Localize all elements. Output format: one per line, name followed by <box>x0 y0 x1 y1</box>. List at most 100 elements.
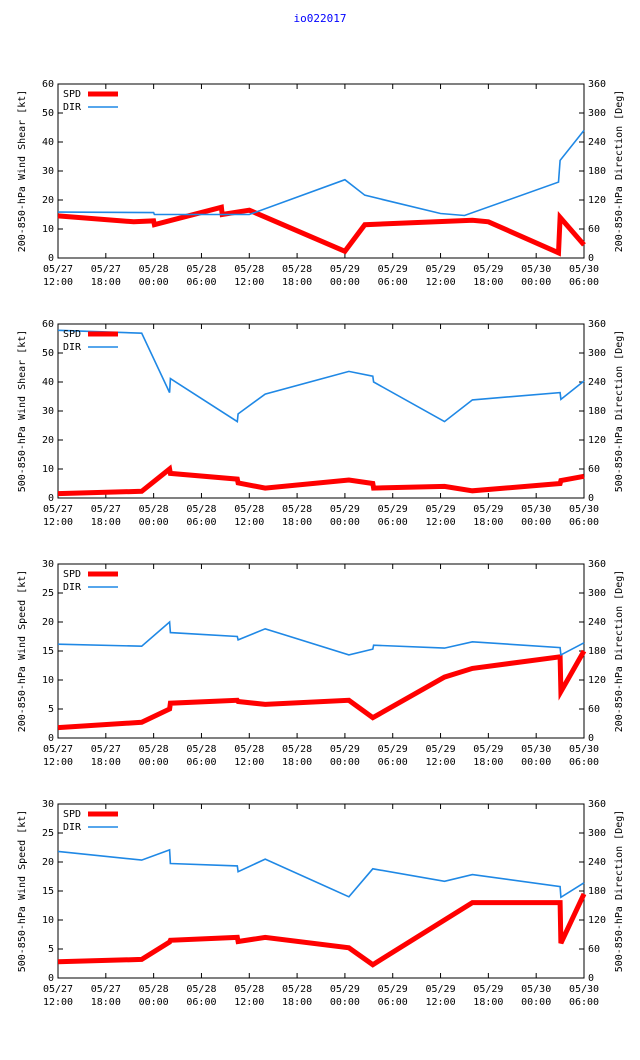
chart-4-xtick-date: 05/30 <box>569 984 599 995</box>
chart-2-xtick-time: 18:00 <box>91 517 121 528</box>
chart-1-ytick-label: 10 <box>42 224 54 235</box>
chart-4-xtick-date: 05/28 <box>139 984 169 995</box>
chart-1-y2tick-label: 300 <box>588 108 606 119</box>
chart-4-xtick-date: 05/28 <box>282 984 312 995</box>
chart-1-xtick-date: 05/29 <box>378 264 408 275</box>
chart-1-y2label: 200-850-hPa Direction [Deg] <box>614 90 625 253</box>
chart-3-xtick-time: 00:00 <box>139 757 169 768</box>
chart-4-xtick-date: 05/27 <box>43 984 73 995</box>
chart-1-xtick-date: 05/29 <box>425 264 455 275</box>
chart-4-legend-label-dir: DIR <box>63 822 82 833</box>
chart-3-legend-label-dir: DIR <box>63 582 82 593</box>
chart-1-xtick-date: 05/28 <box>234 264 264 275</box>
chart-3-y2tick-label: 120 <box>588 675 606 686</box>
chart-3-y2tick-label: 240 <box>588 617 606 628</box>
chart-3-ytick-label: 20 <box>42 617 54 628</box>
chart-4-dir-line <box>57 848 585 899</box>
chart-1-xtick-date: 05/30 <box>521 264 551 275</box>
chart-2-xtick-time: 12:00 <box>425 517 455 528</box>
chart-2-y2tick-label: 60 <box>588 464 600 475</box>
chart-1-xtick-time: 06:00 <box>378 277 408 288</box>
chart-4-y2tick-label: 180 <box>588 886 606 897</box>
chart-4-xtick-time: 18:00 <box>282 997 312 1008</box>
chart-3-xtick-date: 05/30 <box>569 744 599 755</box>
chart-3-xtick-date: 05/28 <box>234 744 264 755</box>
chart-2-ylabel: 500-850-hPa Wind Shear [kt] <box>17 330 28 493</box>
chart-3-xtick-time: 00:00 <box>521 757 551 768</box>
chart-3-xtick-date: 05/29 <box>425 744 455 755</box>
chart-3-xtick-date: 05/29 <box>330 744 360 755</box>
chart-2-legend-label-spd: SPD <box>63 329 81 340</box>
chart-3-ytick-label: 5 <box>48 704 54 715</box>
chart-1-legend-label-dir: DIR <box>63 102 82 113</box>
chart-1-xtick-date: 05/27 <box>43 264 73 275</box>
chart-1-xtick-date: 05/27 <box>91 264 121 275</box>
chart-2-spd-line <box>57 464 585 497</box>
chart-4-xtick-date: 05/29 <box>425 984 455 995</box>
chart-1-xtick-date: 05/29 <box>473 264 503 275</box>
chart-2-xtick-time: 00:00 <box>330 517 360 528</box>
chart-4-spd-line <box>57 892 587 968</box>
chart-4-ytick-label: 0 <box>48 973 54 984</box>
chart-4-xtick-date: 05/27 <box>91 984 121 995</box>
chart-2-y2tick-label: 180 <box>588 406 606 417</box>
chart-4-xtick-time: 12:00 <box>234 997 264 1008</box>
chart-2-xtick-date: 05/27 <box>91 504 121 515</box>
chart-2-xtick-date: 05/29 <box>473 504 503 515</box>
chart-3-ytick-label: 0 <box>48 733 54 744</box>
chart-4-frame <box>57 803 585 979</box>
chart-3-y2tick-label: 360 <box>588 559 606 570</box>
chart-3-legend-label-spd: SPD <box>63 569 81 580</box>
chart-2-ytick-label: 60 <box>42 319 54 330</box>
chart-4-xtick-time: 06:00 <box>186 997 216 1008</box>
chart-3-ytick-label: 25 <box>42 588 54 599</box>
chart-4-y2tick-label: 300 <box>588 828 606 839</box>
chart-4-ytick-label: 25 <box>42 828 54 839</box>
chart-4-xtick-date: 05/29 <box>378 984 408 995</box>
chart-1-xtick-time: 00:00 <box>330 277 360 288</box>
chart-1-xtick-date: 05/28 <box>139 264 169 275</box>
chart-1-xtick-date: 05/30 <box>569 264 599 275</box>
chart-4-xtick-time: 00:00 <box>330 997 360 1008</box>
chart-2-ytick-label: 0 <box>48 493 54 504</box>
chart-4-xtick-time: 06:00 <box>378 997 408 1008</box>
chart-1-xtick-time: 18:00 <box>282 277 312 288</box>
chart-1-xtick-time: 06:00 <box>569 277 599 288</box>
chart-3-ylabel: 200-850-hPa Wind Speed [kt] <box>17 570 28 733</box>
chart-2-xtick-time: 12:00 <box>43 517 73 528</box>
chart-3-xtick-time: 18:00 <box>473 757 503 768</box>
chart-2-xtick-date: 05/28 <box>186 504 216 515</box>
chart-2-legend-label-dir: DIR <box>63 342 82 353</box>
chart-2-y2tick-label: 300 <box>588 348 606 359</box>
chart-1-ytick-label: 20 <box>42 195 54 206</box>
chart-1-dir-line <box>57 129 585 217</box>
chart-2-xtick-time: 12:00 <box>234 517 264 528</box>
chart-3-xtick-time: 18:00 <box>91 757 121 768</box>
chart-1-spd-line <box>57 204 586 257</box>
chart-4-y2tick-label: 0 <box>588 973 594 984</box>
chart-3-y2tick-label: 60 <box>588 704 600 715</box>
chart-1-xtick-date: 05/29 <box>330 264 360 275</box>
chart-2-xtick-time: 18:00 <box>473 517 503 528</box>
chart-2-dir-line <box>57 329 585 423</box>
chart-2-ytick-label: 20 <box>42 435 54 446</box>
chart-3-xtick-date: 05/28 <box>139 744 169 755</box>
chart-1-xtick-time: 18:00 <box>473 277 503 288</box>
chart-1-xtick-time: 12:00 <box>425 277 455 288</box>
chart-2-xtick-date: 05/28 <box>139 504 169 515</box>
page-title: io022017 <box>293 12 347 25</box>
chart-1-y2tick-label: 0 <box>588 253 594 264</box>
chart-3-y2label: 200-850-hPa Direction [Deg] <box>614 570 625 733</box>
chart-1-y2tick-label: 60 <box>588 224 600 235</box>
chart-4-xtick-date: 05/29 <box>473 984 503 995</box>
chart-2-y2label: 500-850-hPa Direction [Deg] <box>614 330 625 493</box>
chart-1-ytick-label: 30 <box>42 166 54 177</box>
chart-4-ylabel: 500-850-hPa Wind Speed [kt] <box>17 810 28 973</box>
chart-2-frame <box>57 323 585 499</box>
chart-4-xtick-time: 18:00 <box>473 997 503 1008</box>
chart-2-xtick-date: 05/28 <box>282 504 312 515</box>
chart-3-ytick-label: 15 <box>42 646 54 657</box>
chart-1-y2tick-label: 180 <box>588 166 606 177</box>
chart-2-xtick-date: 05/28 <box>234 504 264 515</box>
chart-3-xtick-time: 12:00 <box>234 757 264 768</box>
